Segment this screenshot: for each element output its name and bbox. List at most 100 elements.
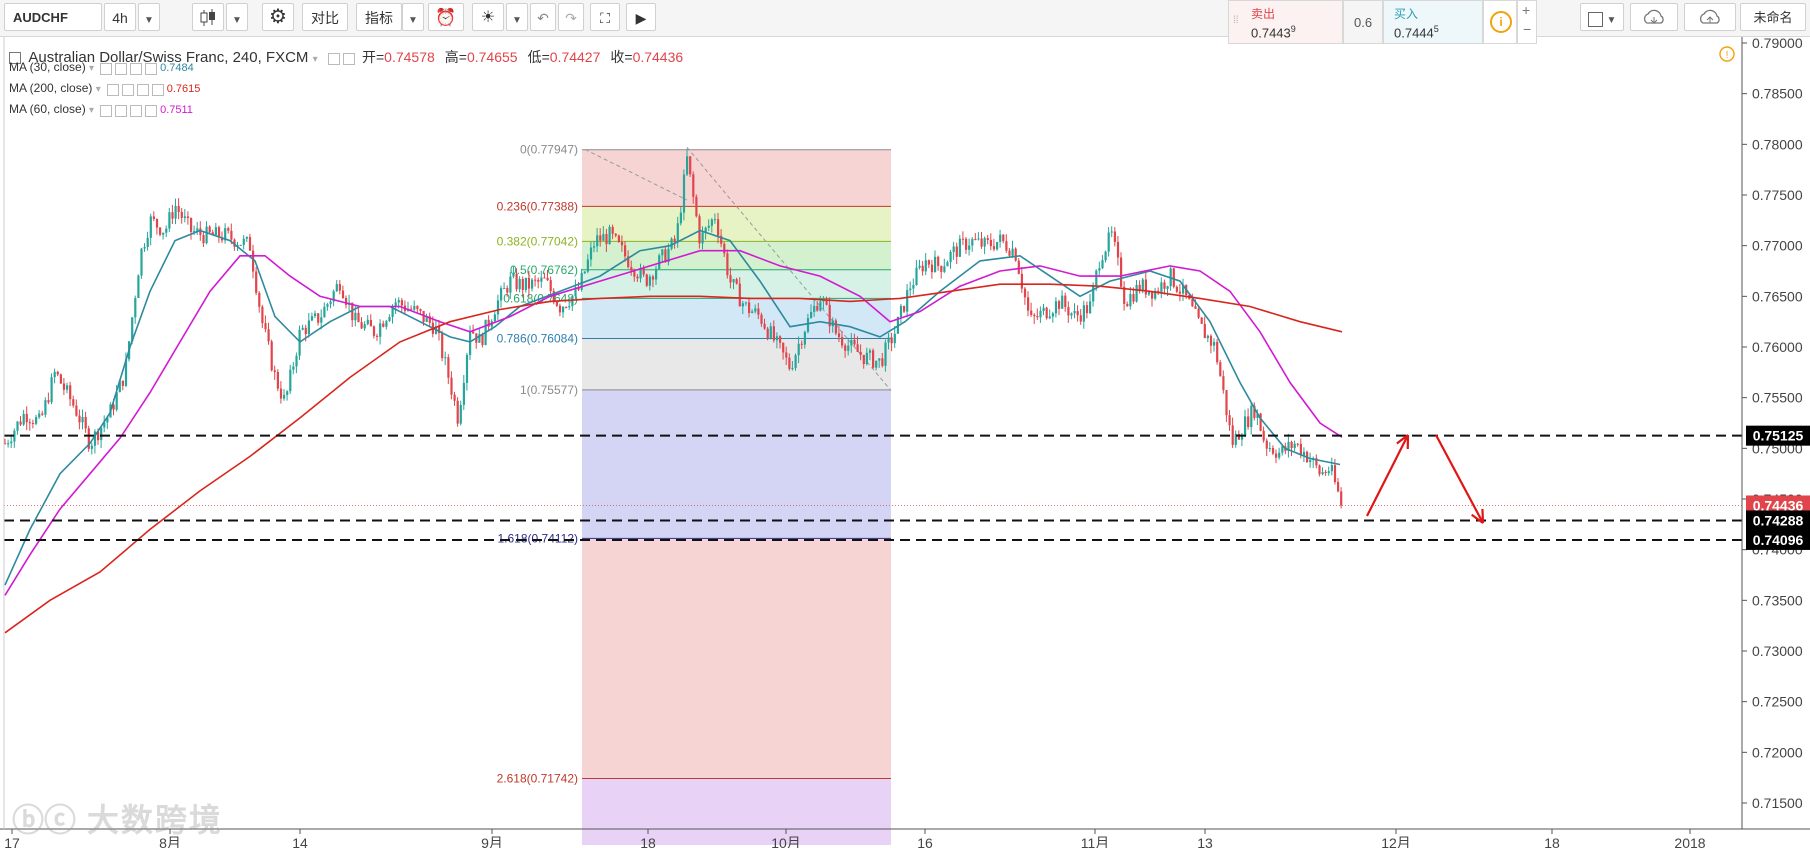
- fullscreen-button[interactable]: ⛶: [590, 3, 620, 31]
- candle-body: [531, 279, 534, 289]
- chart-legend-title: Australian Dollar/Swiss Franc, 240, FXCM…: [9, 47, 693, 67]
- spread-value: 0.6: [1354, 15, 1373, 30]
- candle-body: [1067, 307, 1070, 316]
- candle-body: [1132, 294, 1135, 302]
- candle-body: [534, 279, 537, 281]
- candle-body: [602, 234, 605, 241]
- symbol-search-input[interactable]: AUDCHF: [4, 3, 102, 31]
- candle-body: [199, 228, 202, 235]
- ohlc-value: 0.74578: [384, 49, 435, 65]
- candle-body: [1030, 310, 1033, 315]
- candle-body: [196, 228, 199, 231]
- candle-body: [1116, 241, 1120, 258]
- candle-body: [785, 352, 788, 358]
- load-layout-button[interactable]: [1630, 3, 1678, 31]
- chevron-down-icon[interactable]: ▾: [89, 105, 95, 116]
- candle-body: [844, 345, 847, 351]
- fib-level-label: 0.5(0.76762): [510, 263, 578, 277]
- redo-button[interactable]: ↷: [558, 3, 584, 31]
- save-layout-button[interactable]: [1684, 3, 1736, 31]
- alert-button[interactable]: ⏰: [428, 3, 464, 31]
- candle-body: [118, 380, 121, 393]
- eye-icon[interactable]: [100, 104, 113, 117]
- candle-body: [766, 328, 769, 339]
- chart-style-button[interactable]: [192, 3, 224, 31]
- eye-icon[interactable]: [327, 52, 340, 65]
- settings-icon[interactable]: [115, 62, 128, 75]
- interval-dropdown-button[interactable]: ▼: [138, 3, 160, 31]
- ideas-dropdown-button[interactable]: ▼: [506, 3, 528, 31]
- candle-body: [289, 369, 292, 392]
- candle-body: [515, 273, 518, 290]
- indicator-legend-row[interactable]: MA (200, close) ▾ 0.7615: [9, 81, 200, 96]
- indicators-dropdown-button[interactable]: ▼: [402, 3, 424, 31]
- minus-icon[interactable]: −: [1523, 21, 1532, 37]
- price-chart[interactable]: 0(0.77947) 0.236(0.77388) 0.382(0.77042) 0.…: [0, 37, 1810, 848]
- candle-body: [717, 219, 720, 236]
- candle-body: [56, 371, 59, 375]
- layout-button[interactable]: ▼: [1580, 3, 1624, 31]
- chevron-down-icon[interactable]: ▾: [312, 54, 318, 65]
- candle-body: [292, 366, 295, 370]
- info-button[interactable]: i: [1483, 0, 1517, 44]
- indicator-legend-row[interactable]: MA (30, close) ▾ 0.7484: [9, 60, 194, 75]
- candle-body: [1107, 232, 1110, 252]
- collapse-icon[interactable]: [9, 52, 21, 65]
- close-icon[interactable]: [145, 104, 158, 117]
- settings-button[interactable]: ⚙: [262, 3, 294, 31]
- candle-body: [329, 301, 332, 305]
- candle-body: [441, 333, 444, 359]
- candle-body: [989, 239, 992, 247]
- indicator-controls: [100, 61, 160, 75]
- compare-button[interactable]: 对比: [302, 3, 348, 31]
- candle-body: [1271, 448, 1275, 454]
- settings-icon[interactable]: [121, 83, 134, 96]
- bid-box[interactable]: ⁞⁞ 卖出 0.74439: [1228, 0, 1343, 44]
- candle-body: [1154, 290, 1157, 299]
- plus-icon[interactable]: +: [1522, 2, 1531, 18]
- layout-name-button[interactable]: 未命名: [1740, 3, 1806, 31]
- close-icon[interactable]: [151, 83, 164, 96]
- candle-body: [149, 216, 152, 238]
- settings-icon[interactable]: [115, 104, 128, 117]
- candle-body: [162, 232, 165, 235]
- drag-handle-icon[interactable]: ⁞⁞: [1233, 15, 1239, 26]
- candle-body: [1020, 273, 1023, 289]
- candle-body: [720, 235, 723, 244]
- chart-style-dropdown-button[interactable]: ▼: [226, 3, 248, 31]
- candle-body: [267, 329, 270, 342]
- time-tick-label: 14: [292, 835, 308, 848]
- candle-body: [837, 333, 841, 338]
- chevron-down-icon[interactable]: ▾: [95, 84, 101, 95]
- chevron-down-icon: ▼: [408, 15, 418, 26]
- eye-icon[interactable]: [106, 83, 119, 96]
- interval-button[interactable]: 4h: [104, 3, 136, 31]
- candle-body: [961, 238, 965, 240]
- ask-value: 0.7444: [1394, 25, 1434, 41]
- price-tick-label: 0.73500: [1752, 592, 1803, 608]
- settings-icon[interactable]: [342, 52, 355, 65]
- candle-body: [100, 427, 103, 441]
- eye-icon[interactable]: [100, 62, 113, 75]
- candle-body: [428, 316, 431, 323]
- candle-body: [242, 238, 245, 245]
- candle-body: [1324, 471, 1327, 474]
- close-icon[interactable]: [145, 62, 158, 75]
- plus-icon[interactable]: [130, 104, 143, 117]
- undo-button[interactable]: ↶: [530, 3, 556, 31]
- candle-body: [565, 306, 568, 308]
- candle-body: [865, 352, 868, 365]
- ask-box[interactable]: 买入 0.74445: [1383, 0, 1483, 44]
- ideas-button[interactable]: ☀: [472, 3, 504, 31]
- candle-body: [906, 290, 909, 312]
- chevron-down-icon[interactable]: ▾: [89, 63, 95, 74]
- indicator-legend-row[interactable]: MA (60, close) ▾ 0.7511: [9, 102, 193, 117]
- replay-button[interactable]: ▶: [626, 3, 656, 31]
- candle-body: [549, 280, 552, 292]
- chevron-down-icon: ▼: [1606, 15, 1617, 26]
- indicators-button[interactable]: 指标: [356, 3, 402, 31]
- plus-icon[interactable]: [130, 62, 143, 75]
- candle-body: [500, 288, 503, 301]
- plus-icon[interactable]: [136, 83, 149, 96]
- candle-body: [354, 312, 357, 321]
